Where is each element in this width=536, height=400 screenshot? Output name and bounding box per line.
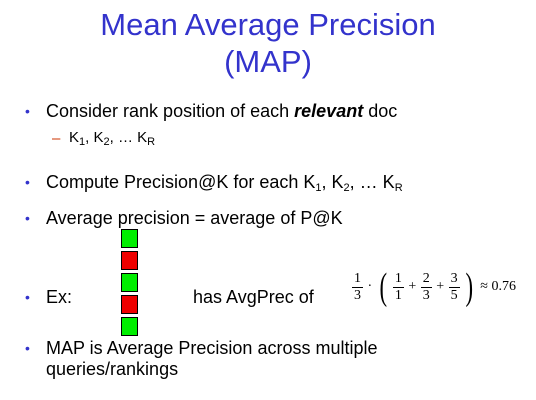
relevance-ranking xyxy=(121,229,138,339)
bullet-consider-rank: Consider rank position of each relevant … xyxy=(46,101,398,121)
paren-close: ) xyxy=(465,266,474,308)
bullet-dot: • xyxy=(25,340,30,356)
bullet-dot: • xyxy=(25,210,30,226)
bullet-dot: • xyxy=(25,174,30,190)
relevance-box xyxy=(121,295,138,314)
bullet-average-precision: Average precision = average of P@K xyxy=(46,208,343,228)
example-label: Ex: xyxy=(46,287,73,307)
bullet-compute-precision: Compute Precision@K for each K1, K2, … K… xyxy=(46,172,403,194)
bullet-map-definition: MAP is Average Precision across multiple… xyxy=(46,338,378,379)
relevance-box xyxy=(121,229,138,248)
title-line-2: (MAP) xyxy=(224,44,312,79)
emphasis-relevant: relevant xyxy=(294,101,364,121)
approx-value: ≈ 0.76 xyxy=(480,279,516,294)
example-avgprec-text: has AvgPrec of xyxy=(193,287,314,307)
relevance-box xyxy=(121,251,138,270)
paren-open: ( xyxy=(379,266,387,308)
title-line-1: Mean Average Precision xyxy=(100,7,436,42)
bullet-dot: • xyxy=(25,103,30,119)
relevance-box xyxy=(121,317,138,336)
bullet-dot: • xyxy=(25,289,30,305)
sub-bullet-dash: – xyxy=(52,130,61,147)
relevance-box xyxy=(121,273,138,292)
sub-bullet-ranks: K1, K2, … KR xyxy=(69,129,156,148)
slide-title: Mean Average Precision (MAP) xyxy=(0,6,536,80)
